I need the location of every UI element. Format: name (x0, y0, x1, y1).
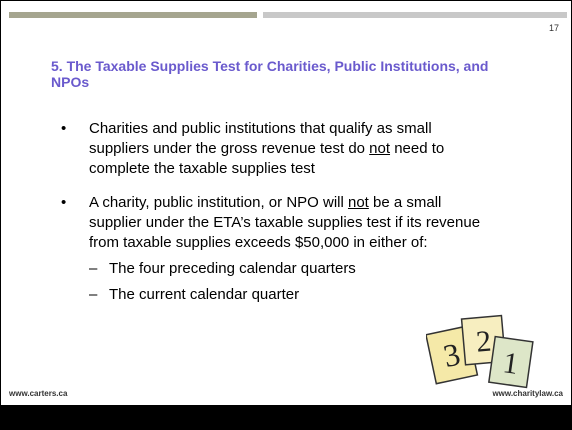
text: be a small supplier under the ETA’s taxa… (89, 194, 481, 251)
text: The four preceding calendar quarters (109, 260, 356, 277)
clipart-number: 3 (440, 336, 463, 375)
bullet-dot: • (61, 194, 67, 211)
text: A charity, public institution, or NPO wi… (89, 194, 348, 211)
sub-bullet: – The current calendar quarter (89, 286, 300, 303)
clipart-number: 1 (501, 346, 520, 381)
emphasis: not (347, 194, 369, 211)
bullet-text: Charities and public institutions that q… (89, 119, 481, 179)
footer-right: www.charitylaw.ca (492, 389, 563, 398)
text: The current calendar quarter (109, 286, 300, 303)
calendar-clipart: 3 2 1 (426, 314, 534, 389)
emphasis: not (369, 140, 391, 157)
clipart-number: 2 (475, 325, 493, 359)
sub-bullet: – The four preceding calendar quarters (89, 260, 356, 277)
bottom-bar (1, 405, 571, 429)
calendar-page: 1 (487, 335, 534, 389)
bullet: • Charities and public institutions that… (61, 119, 481, 179)
bullet: • A charity, public institution, or NPO … (61, 193, 481, 305)
bullet-dot: • (61, 120, 67, 137)
top-bar-left (9, 12, 257, 18)
top-bar-right (263, 12, 567, 18)
footer-left: www.carters.ca (9, 389, 68, 398)
text: Charities and public institutions that q… (89, 120, 432, 157)
text: need to complete the taxable supplies te… (89, 140, 445, 177)
slide-title: 5. The Taxable Supplies Test for Chariti… (51, 58, 489, 90)
bullet-text: A charity, public institution, or NPO wi… (89, 193, 481, 253)
page-number: 17 (548, 23, 559, 33)
